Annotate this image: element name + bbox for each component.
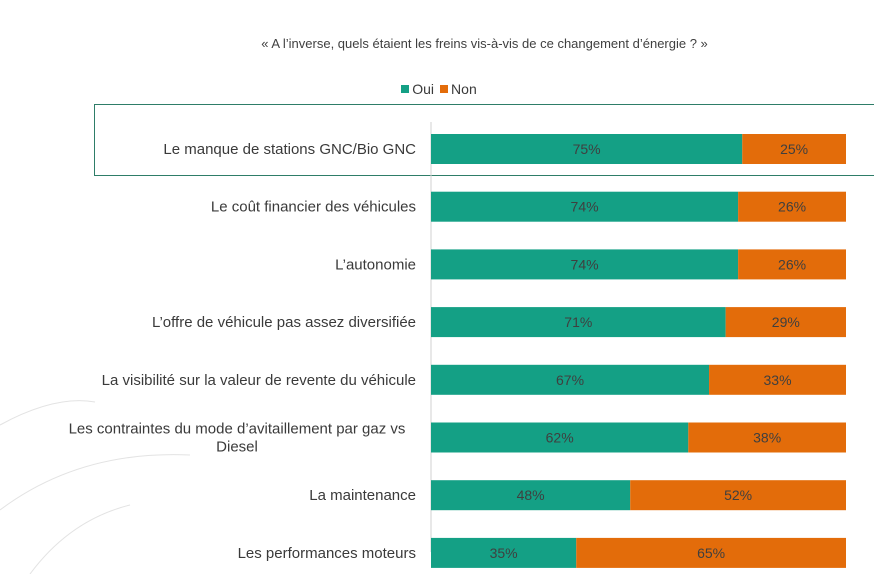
data-label-oui-7: 35% — [490, 545, 518, 561]
data-label-oui-2: 74% — [571, 256, 599, 272]
bar-non-7 — [576, 537, 846, 568]
category-label-0: Le manque de stations GNC/Bio GNC — [163, 141, 416, 158]
category-label-1: Le coût financier des véhicules — [211, 199, 416, 216]
bar-non-5 — [688, 422, 846, 453]
bar-non-6 — [630, 480, 846, 511]
data-label-non-3: 29% — [772, 314, 800, 330]
chart-legend: Oui Non — [0, 81, 874, 97]
bar-non-1 — [738, 191, 846, 222]
legend-swatch-non — [440, 85, 449, 93]
data-label-non-6: 52% — [724, 487, 752, 503]
category-label-6: La maintenance — [309, 487, 416, 504]
bar-non-2 — [738, 249, 846, 280]
bar-oui-5 — [431, 422, 689, 453]
category-label-7: Les performances moteurs — [238, 545, 416, 562]
bar-non-0 — [742, 134, 846, 164]
category-label-3: L’offre de véhicule pas assez diversifié… — [152, 314, 416, 331]
category-label-2: L’autonomie — [335, 256, 416, 273]
bar-oui-6 — [431, 480, 631, 511]
legend-label-non: Non — [451, 81, 477, 97]
bar-oui-2 — [431, 249, 739, 280]
chart-title: « A l’inverse, quels étaient les freins … — [261, 36, 708, 51]
bar-non-4 — [709, 364, 846, 395]
bar-oui-4 — [431, 364, 710, 395]
legend-item-oui: Oui — [401, 81, 434, 97]
data-label-non-1: 26% — [778, 199, 806, 215]
bar-oui-0 — [431, 134, 743, 164]
data-label-oui-3: 71% — [564, 314, 592, 330]
legend-swatch-oui — [401, 85, 410, 93]
data-label-oui-4: 67% — [556, 372, 584, 388]
data-label-non-5: 38% — [753, 430, 781, 446]
data-label-oui-6: 48% — [517, 487, 545, 503]
category-label-5: Les contraintes du mode d’avitaillement … — [69, 421, 406, 456]
bar-oui-7 — [431, 537, 577, 568]
data-label-oui-5: 62% — [546, 430, 574, 446]
bar-oui-3 — [431, 307, 726, 338]
bar-oui-1 — [431, 191, 739, 222]
data-label-non-2: 26% — [778, 256, 806, 272]
data-label-oui-1: 74% — [571, 199, 599, 215]
category-label-4: La visibilité sur la valeur de revente d… — [102, 372, 416, 389]
bar-non-3 — [725, 307, 846, 338]
data-label-oui-0: 75% — [573, 141, 601, 157]
highlighted-row-frame — [94, 104, 874, 176]
legend-item-non: Non — [440, 81, 477, 97]
data-label-non-0: 25% — [780, 141, 808, 157]
data-label-non-7: 65% — [697, 545, 725, 561]
data-label-non-4: 33% — [764, 372, 792, 388]
legend-label-oui: Oui — [412, 81, 435, 97]
